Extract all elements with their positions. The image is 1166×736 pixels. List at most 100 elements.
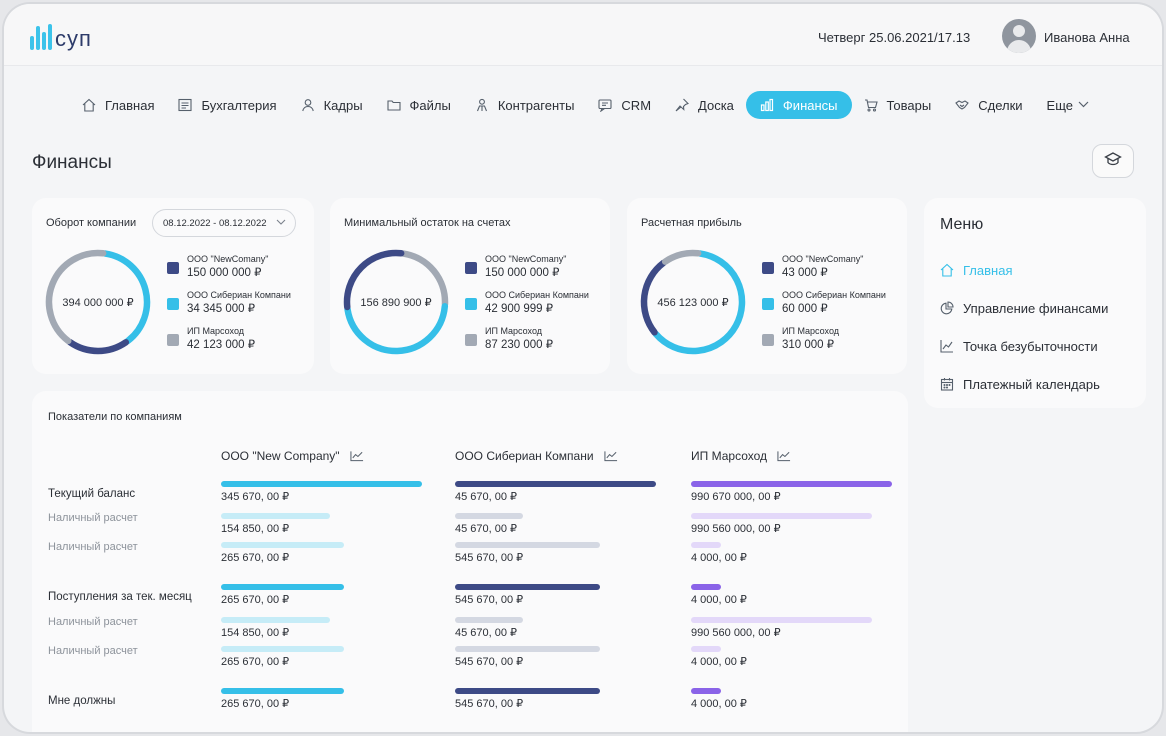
company-column-header[interactable]: ООО Сибериан Компани [455,449,618,463]
avatar[interactable] [1002,19,1036,53]
nav-item-more[interactable]: Еще [1035,91,1101,119]
company-name: ИП Марсоход [691,449,768,463]
person-icon [301,98,315,112]
nav-item-finance[interactable]: Финансы [745,91,852,119]
chevron-down-icon [276,217,286,227]
nav-label: Доска [698,97,734,113]
card-title: Оборот компании [46,217,137,229]
progress-bar [221,584,344,590]
nav-item-board[interactable]: Доска [663,91,746,119]
donut-chart [343,249,449,355]
donut-segment-1 [344,303,449,355]
nav-item-contractors[interactable]: Контрагенты [463,91,587,119]
row-value: 4 000, 00 ₽ [691,552,747,564]
legend-swatch [465,262,477,274]
nav-item-main[interactable]: Главная [70,91,166,119]
row-value: 265 670, 00 ₽ [221,594,290,606]
chat-icon [598,98,612,112]
legend-item: ООО Сибериан Компани 60 000 ₽ [762,290,886,326]
company-name: ООО Сибериан Компани [455,449,594,463]
row-value: 545 670, 00 ₽ [455,552,524,564]
menu-item-label: Точка безубыточности [963,338,1098,354]
logo[interactable]: суп [30,22,92,50]
progress-bar [691,513,872,519]
company-column-header[interactable]: ИП Марсоход [691,449,791,463]
donut-chart [45,249,151,355]
nav-label: Файлы [409,97,451,113]
trend-chart-icon[interactable] [603,450,618,462]
handshake-icon [955,98,970,112]
trend-chart-icon[interactable] [777,450,791,462]
donut-total: 456 123 000 ₽ [657,297,729,309]
legend-swatch [465,334,477,346]
row-value: 990 560 000, 00 ₽ [691,627,781,639]
legend-swatch [167,262,179,274]
legend-item: ООО "NewComany" 150 000 000 ₽ [167,254,291,290]
card-title: Расчетная прибыль [641,217,742,229]
nav-item-staff[interactable]: Кадры [289,91,375,119]
top-bar: суп Четверг 25.06.2021/17.13 Иванова Анн… [4,4,1162,66]
progress-bar [691,584,721,590]
legend-item: ООО "NewComany" 150 000 000 ₽ [465,254,589,290]
menu-item-main[interactable]: Главная [940,260,1012,280]
row-value: 154 850, 00 ₽ [221,627,290,639]
nav-item-files[interactable]: Файлы [375,91,463,119]
home-icon [940,263,954,277]
progress-bar [691,542,721,548]
company-column-header[interactable]: ООО "New Company" [221,449,364,463]
legend: ООО "NewComany" 43 000 ₽ ООО Сибериан Ком… [762,254,886,362]
nav-label: Контрагенты [497,97,575,113]
trend-chart-icon[interactable] [349,450,364,462]
donut-segment-0 [102,250,151,345]
company-name: ООО "New Company" [221,449,340,463]
nav-item-accounting[interactable]: Бухгалтерия [166,91,288,119]
chart-bar-icon [760,98,774,112]
legend-item: ИП Марсоход 310 000 ₽ [762,326,886,362]
donut-segment-2 [45,249,107,345]
menu-item-finance-management[interactable]: Управление финансами [940,298,1108,318]
folder-icon [386,98,401,112]
row-label: Наличный расчет [48,645,138,657]
row-value: 990 560 000, 00 ₽ [691,523,781,535]
card-estimated-profit: Расчетная прибыль 456 123 000 ₽ ООО "New… [627,198,907,374]
progress-bar [221,481,422,487]
current-datetime: Четверг 25.06.2021/17.13 [818,30,971,45]
nav-item-goods[interactable]: Товары [852,91,944,119]
menu-item-break-even[interactable]: Точка безубыточности [940,336,1098,356]
progress-bar [221,617,330,623]
donut-segment-0 [400,250,449,308]
row-value: 4 000, 00 ₽ [691,594,747,606]
progress-bar [691,688,721,694]
donut-segment-1 [66,338,130,355]
nav-label: Финансы [782,97,838,113]
section-title: Показатели по компаниям [48,411,182,423]
row-value: 990 670 000, 00 ₽ [691,491,781,503]
nav-item-deals[interactable]: Сделки [943,91,1034,119]
menu-item-label: Управление финансами [963,300,1109,316]
menu-item-label: Платежный календарь [963,376,1100,392]
home-icon [82,98,96,112]
user-name[interactable]: Иванова Анна [1044,30,1130,45]
legend-item: ИП Марсоход 87 230 000 ₽ [465,326,589,362]
row-value: 545 670, 00 ₽ [455,594,524,606]
donut-total: 394 000 000 ₽ [62,297,134,309]
app-window: суп Четверг 25.06.2021/17.13 Иванова Анн… [4,4,1162,732]
date-range-select[interactable]: 08.12.2022 - 08.12.2022 [152,209,296,237]
donut-segment-2 [661,249,702,265]
progress-bar [221,688,344,694]
row-label: Наличный расчет [48,512,138,524]
menu-item-payment-calendar[interactable]: Платежный календарь [940,374,1100,394]
donut-total: 156 890 900 ₽ [360,297,432,309]
row-value: 45 670, 00 ₽ [455,627,518,639]
row-label: Наличный расчет [48,541,138,553]
main-nav: Главная Бухгалтерия Кадры Файлы Контраге… [70,90,1101,120]
card-min-balance: Минимальный остаток на счетах 156 890 90… [330,198,610,374]
progress-bar [221,646,344,652]
legend-swatch [762,334,774,346]
nav-item-crm[interactable]: CRM [586,91,663,119]
graduation-cap-button[interactable] [1092,144,1134,178]
progress-bar [221,513,330,519]
company-indicators: Показатели по компаниям ООО "New Company… [32,391,908,732]
ledger-icon [178,98,193,112]
menu-item-label: Главная [963,262,1013,278]
